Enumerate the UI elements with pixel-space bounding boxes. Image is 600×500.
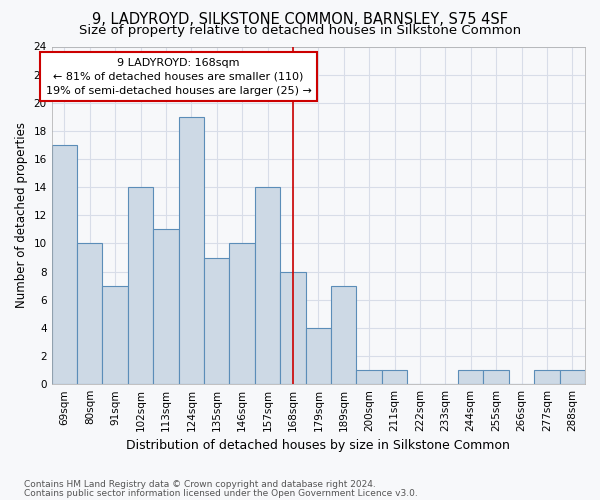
Text: 9, LADYROYD, SILKSTONE COMMON, BARNSLEY, S75 4SF: 9, LADYROYD, SILKSTONE COMMON, BARNSLEY,… <box>92 12 508 28</box>
Bar <box>52 145 77 384</box>
Y-axis label: Number of detached properties: Number of detached properties <box>15 122 28 308</box>
Bar <box>77 244 103 384</box>
Bar <box>560 370 585 384</box>
Bar <box>331 286 356 384</box>
Bar <box>204 258 229 384</box>
Bar <box>484 370 509 384</box>
Bar <box>382 370 407 384</box>
Text: Contains HM Land Registry data © Crown copyright and database right 2024.: Contains HM Land Registry data © Crown c… <box>24 480 376 489</box>
Bar <box>458 370 484 384</box>
Bar <box>305 328 331 384</box>
Bar <box>280 272 305 384</box>
Bar <box>534 370 560 384</box>
Bar <box>128 187 153 384</box>
Text: Size of property relative to detached houses in Silkstone Common: Size of property relative to detached ho… <box>79 24 521 37</box>
Bar <box>153 230 179 384</box>
Text: 9 LADYROYD: 168sqm
← 81% of detached houses are smaller (110)
19% of semi-detach: 9 LADYROYD: 168sqm ← 81% of detached hou… <box>46 58 311 96</box>
Text: Contains public sector information licensed under the Open Government Licence v3: Contains public sector information licen… <box>24 488 418 498</box>
Bar <box>179 117 204 384</box>
Bar <box>103 286 128 384</box>
Bar <box>229 244 255 384</box>
Bar <box>356 370 382 384</box>
Bar <box>255 187 280 384</box>
X-axis label: Distribution of detached houses by size in Silkstone Common: Distribution of detached houses by size … <box>127 440 510 452</box>
